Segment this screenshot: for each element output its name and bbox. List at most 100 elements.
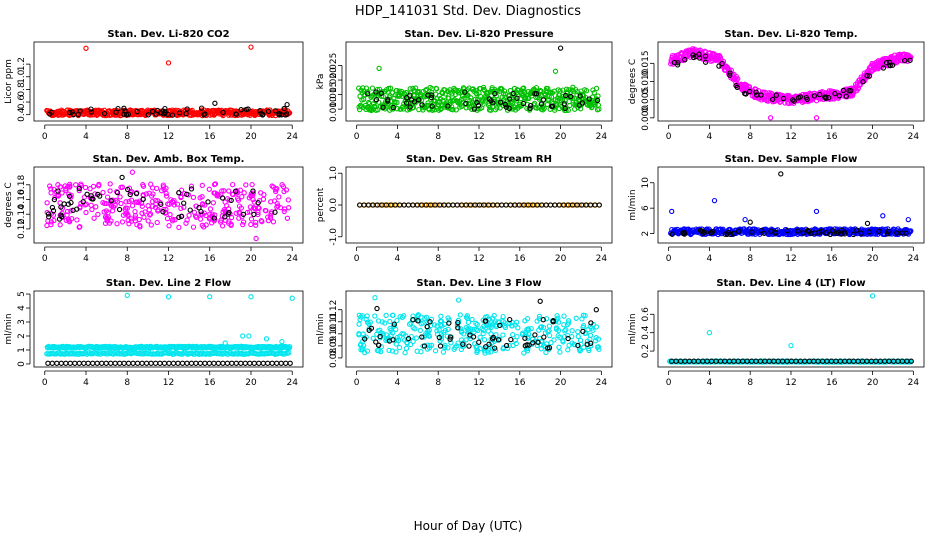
data-point [58, 360, 64, 366]
data-point [134, 360, 141, 366]
data-point [770, 96, 776, 103]
y-tick-label: 0.12 [329, 300, 339, 320]
data-point [457, 312, 463, 318]
x-tick-label: 16 [514, 132, 526, 142]
data-point [586, 347, 592, 354]
y-tick-label: 0.11 [329, 312, 339, 332]
y-tick-label: 1.2 [17, 57, 27, 71]
data-point [358, 341, 364, 347]
data-point [800, 230, 806, 236]
data-point [133, 199, 139, 205]
panel-title: Stan. Dev. Li-820 Pressure [404, 29, 554, 40]
data-point [134, 109, 140, 115]
data-point [368, 325, 375, 331]
data-point [120, 212, 127, 218]
y-axis-label: ml/min [4, 313, 14, 344]
data-point [148, 222, 154, 228]
data-point [65, 184, 71, 190]
x-tick-label: 0 [42, 254, 48, 264]
data-point [178, 213, 185, 219]
data-point [415, 318, 421, 324]
data-point [850, 231, 857, 238]
data-point [414, 348, 420, 354]
data-point [434, 323, 440, 329]
data-point [193, 360, 199, 366]
data-point [66, 193, 73, 199]
data-point [736, 228, 742, 234]
data-point [188, 183, 195, 189]
data-point [150, 191, 156, 197]
data-point [485, 328, 491, 334]
x-tick-label: 24 [908, 254, 920, 264]
data-point [366, 99, 372, 106]
data-point [428, 94, 435, 101]
data-point [240, 219, 247, 225]
data-point [74, 206, 80, 212]
x-tick-label: 4 [83, 378, 89, 388]
plot-frame [33, 290, 304, 368]
data-point [99, 360, 105, 366]
data-point [803, 94, 809, 101]
data-point [179, 360, 186, 366]
data-point [552, 107, 558, 113]
data-point [162, 105, 168, 112]
data-point [569, 87, 575, 93]
data-point [68, 208, 74, 214]
data-point [433, 86, 440, 92]
data-point [416, 97, 422, 103]
data-point [171, 197, 177, 204]
y-tick-label: 0.025 [329, 53, 339, 79]
data-point [813, 208, 820, 215]
data-point [248, 192, 254, 199]
data-point [761, 230, 767, 236]
data-point [130, 360, 136, 366]
y-tick-label: 1.0 [17, 69, 27, 84]
panel-title: Stan. Dev. Li-820 Temp. [724, 29, 857, 40]
data-point [129, 169, 136, 175]
data-point [719, 60, 725, 67]
data-point [178, 205, 184, 212]
data-point [211, 218, 217, 224]
data-point [281, 208, 287, 215]
data-point [103, 208, 110, 214]
data-point [426, 332, 432, 339]
data-point [899, 230, 905, 236]
data-point [152, 360, 159, 366]
data-point [108, 360, 114, 366]
data-point [267, 213, 273, 219]
x-tick-label: 16 [514, 378, 526, 388]
data-point [889, 62, 896, 68]
data-point [277, 204, 284, 211]
chart-panel-4: Stan. Dev. Amb. Box Temp. 0 4 8 12 16 20 24 0.12… [4, 154, 304, 264]
data-point [150, 108, 156, 115]
data-point [594, 344, 601, 350]
x-tick-label: 12 [785, 378, 796, 388]
series-dense [44, 292, 295, 357]
data-point [123, 199, 129, 205]
data-point [154, 219, 160, 226]
data-point [50, 208, 57, 214]
data-point [562, 328, 568, 334]
data-point [112, 360, 118, 366]
data-point [230, 191, 236, 198]
x-tick-label: 20 [555, 378, 567, 388]
data-point [278, 360, 284, 366]
data-point [481, 323, 487, 329]
data-point [125, 217, 131, 223]
data-point [731, 230, 737, 237]
x-tick-label: 20 [555, 254, 567, 264]
data-point [139, 360, 145, 366]
data-point [510, 90, 516, 97]
data-point [484, 96, 490, 102]
data-point [378, 344, 384, 350]
data-point [521, 350, 527, 356]
data-point [251, 360, 257, 366]
data-point [122, 108, 128, 114]
data-point [229, 360, 235, 366]
x-tick-label: 0 [354, 254, 360, 264]
data-point [49, 204, 56, 211]
data-point [88, 193, 94, 199]
data-point [522, 318, 528, 324]
data-point [485, 347, 491, 353]
x-tick-label: 16 [826, 132, 838, 142]
